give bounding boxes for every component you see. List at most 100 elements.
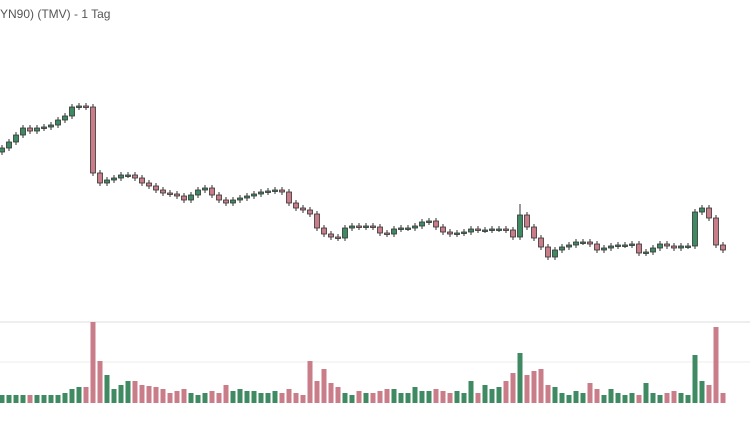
candle-body [608,245,614,249]
candle-body [125,174,131,177]
volume-bar [216,393,222,403]
candle-body [90,106,96,174]
candle-body [69,106,75,117]
candle-body [6,141,12,149]
candle-body [363,225,369,228]
candle-body [97,172,103,184]
volume-bar [188,393,194,403]
volume-bar [475,393,481,403]
candle-body [62,115,68,121]
candle-body [440,226,446,233]
volume-bar [265,393,271,403]
volume-bar [328,383,334,403]
candle-body [699,207,705,213]
candle-body [678,245,684,249]
candle-body [566,244,572,248]
volume-bar [321,369,327,403]
volume-bar [713,327,719,403]
candle-body [167,192,173,195]
volume-bar [391,389,397,403]
candle-body [552,249,558,258]
volume-bar [615,393,621,403]
candle-body [713,217,719,246]
candle-body [461,231,467,234]
candle-body [622,244,628,247]
candle-body [111,177,117,181]
volume-bar [279,393,285,403]
volume-bar [223,385,229,403]
candle-body [0,147,5,153]
volume-bar [587,383,593,403]
volume-bar [573,391,579,403]
volume-bar [251,391,257,403]
candle-body [349,225,355,229]
volume-bar [552,387,558,403]
candle-body [48,124,54,128]
candle-body [657,243,663,249]
volume-bar [167,393,173,403]
candle-body [664,243,670,247]
candle-body [13,134,19,143]
candle-body [594,243,600,251]
candle-body [419,221,425,227]
volume-bar [230,391,236,403]
candle-body [160,189,166,194]
candle-body [181,195,187,201]
candle-body [510,229,516,238]
volume-bar [111,389,117,403]
candle-body [55,119,61,126]
volume-bar [125,381,131,403]
volume-bar [195,395,201,403]
volume-bar [356,391,362,403]
volume-bar [538,369,544,403]
volume-bar [181,389,187,403]
volume-bar [20,395,26,403]
volume-bar [671,391,677,403]
volume-bar [370,393,376,403]
candle-body [405,227,411,230]
volume-bar [384,389,390,403]
candle-body [307,209,313,215]
chart-title: YN90) (TMV) - 1 Tag [0,7,110,21]
volume-bar [482,385,488,403]
candle-body [216,194,222,201]
candle-body [153,185,159,191]
volume-bar [622,395,628,403]
candle-body [286,191,292,204]
candle-body [83,105,89,108]
volume-bar [48,395,54,403]
volume-bar [657,395,663,403]
candle-body [503,228,509,231]
volume-bar [510,373,516,403]
volume-bar [489,389,495,403]
volume-bar [650,393,656,403]
volume-bar [629,393,635,403]
candle-body [342,227,348,239]
volume-bar [342,393,348,403]
candle-body [251,193,257,197]
volume-bar [594,389,600,403]
candle-body [209,187,215,196]
volume-bar [566,395,572,403]
volume-bar [97,361,103,403]
candle-body [615,244,621,247]
candle-body [377,226,383,234]
candle-body [202,187,208,191]
volume-bar [433,389,439,403]
candle-body [188,194,194,201]
candle-body [356,225,362,228]
volume-bar [608,389,614,403]
candle-body [545,246,551,258]
volume-bar [237,389,243,403]
candle-body [391,228,397,235]
candle-body [265,190,271,193]
candle-body [489,228,495,231]
volume-bar [636,395,642,403]
candle-body [118,174,124,179]
candle-body [573,241,579,246]
candle-body [230,199,236,204]
volume-bar [293,393,299,403]
volume-bar [447,393,453,403]
volume-bar [202,393,208,403]
candle-body [41,126,47,129]
